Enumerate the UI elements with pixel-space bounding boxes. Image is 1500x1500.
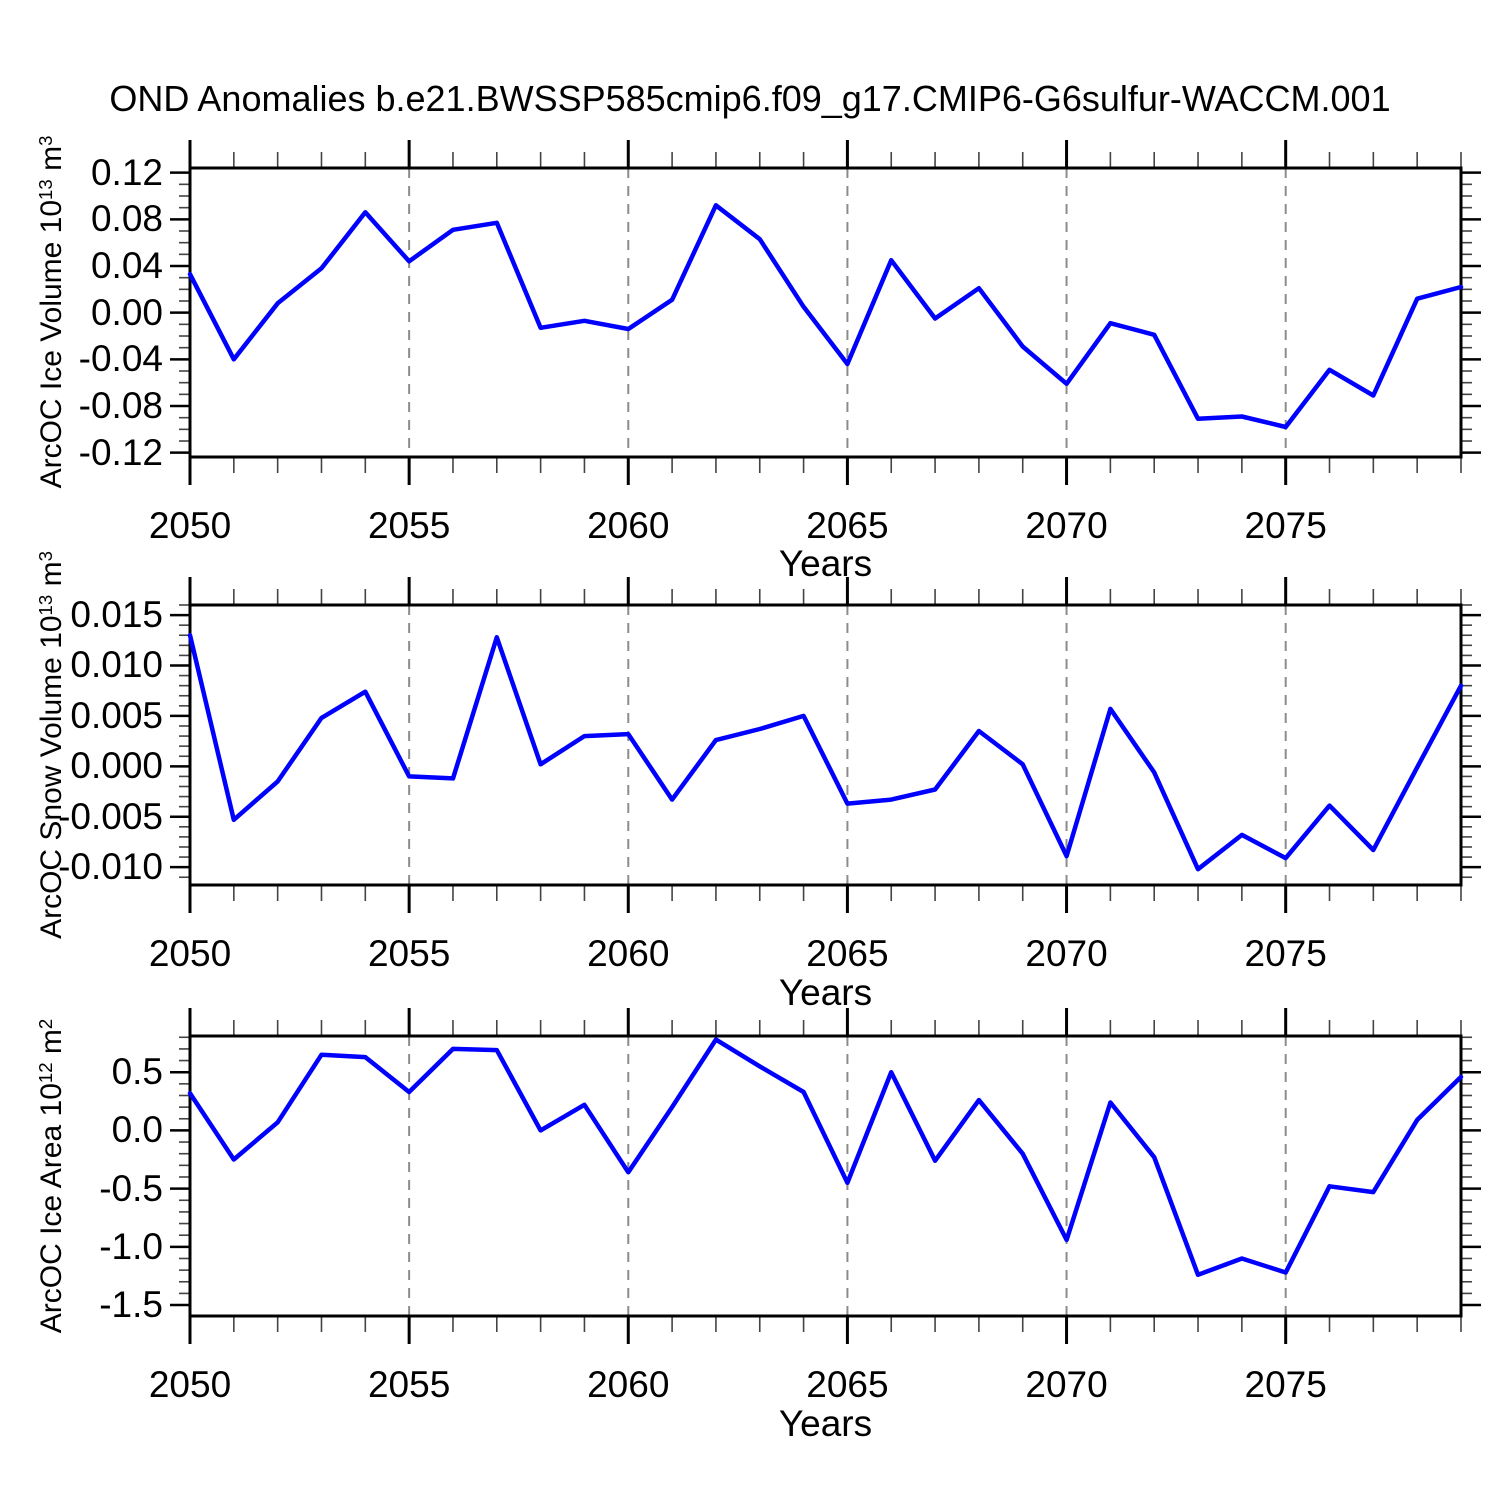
x-tick-label-2070: 2070	[1025, 505, 1108, 546]
y-axis-label-unit: m	[35, 561, 69, 595]
x-tick-label-2075: 2075	[1244, 933, 1327, 974]
x-axis-label-panel3: Years	[778, 1403, 873, 1444]
x-tick-label-2050: 2050	[148, 505, 232, 546]
y-tick-label--1.5: -1.5	[99, 1284, 163, 1326]
x-tick-label-2060: 2060	[587, 933, 670, 974]
x-tick-label-2055: 2055	[367, 933, 451, 974]
y-tick-label--0.04: -0.04	[78, 338, 163, 380]
y-tick-label--0.08: -0.08	[78, 385, 163, 426]
y-tick-label--0.010: -0.010	[58, 846, 163, 888]
x-tick-label-2055: 2055	[367, 505, 451, 546]
y-tick-label--0.005: -0.005	[58, 795, 163, 837]
y-tick-label-0.08: 0.08	[90, 198, 163, 240]
y-axis-label-unit-exponent: 3	[34, 135, 56, 146]
y-axis-label-unit-exponent: 2	[34, 1018, 56, 1030]
x-tick-label-2075: 2075	[1244, 505, 1327, 546]
data-line-ice-area	[187, 1037, 1464, 1278]
plot-frame	[188, 603, 1463, 887]
x-tick-label-2070: 2070	[1025, 933, 1108, 974]
y-tick-label--1.0: -1.0	[99, 1225, 163, 1267]
x-tick-label-2050: 2050	[148, 933, 232, 974]
panel-snow-volume	[170, 577, 1481, 913]
x-tick-label-2065: 2065	[806, 505, 889, 546]
data-line-snow-volume	[187, 632, 1464, 872]
chart-title: OND Anomalies b.e21.BWSSP585cmip6.f09_g1…	[109, 78, 1391, 119]
y-tick-label-0.005: 0.005	[70, 694, 163, 736]
x-axis-label-panel2: Years	[778, 972, 873, 1013]
y-tick-label-0.5: 0.5	[111, 1051, 163, 1093]
y-tick-label-0.12: 0.12	[90, 151, 163, 193]
x-tick-label-2075: 2075	[1244, 1364, 1327, 1405]
y-tick-label-0.010: 0.010	[70, 644, 163, 686]
x-tick-label-2050: 2050	[148, 1364, 232, 1405]
panel-ice-volume	[170, 140, 1481, 485]
data-line-ice-volume	[187, 203, 1464, 430]
y-tick-label-0.00: 0.00	[90, 291, 163, 333]
x-tick-label-2060: 2060	[587, 1364, 670, 1405]
plot-frame	[188, 1034, 1463, 1318]
y-tick-label-0.04: 0.04	[90, 245, 163, 286]
y-tick-label-0.015: 0.015	[70, 594, 163, 636]
y-tick-label-0.0: 0.0	[111, 1109, 163, 1151]
y-tick-label--0.5: -0.5	[99, 1167, 163, 1209]
y-axis-label-unit-exponent: 3	[34, 551, 56, 562]
y-tick-label--0.12: -0.12	[78, 431, 163, 473]
x-axis-label-panel1: Years	[778, 543, 873, 584]
x-tick-label-2065: 2065	[806, 933, 889, 974]
x-tick-label-2065: 2065	[806, 1364, 889, 1405]
x-tick-label-2055: 2055	[367, 1364, 451, 1405]
x-tick-label-2060: 2060	[587, 505, 670, 546]
panel-ice-area	[170, 1008, 1481, 1344]
plot-frame	[188, 166, 1463, 459]
x-tick-label-2070: 2070	[1025, 1364, 1108, 1405]
y-tick-label-0.000: 0.000	[70, 745, 163, 787]
